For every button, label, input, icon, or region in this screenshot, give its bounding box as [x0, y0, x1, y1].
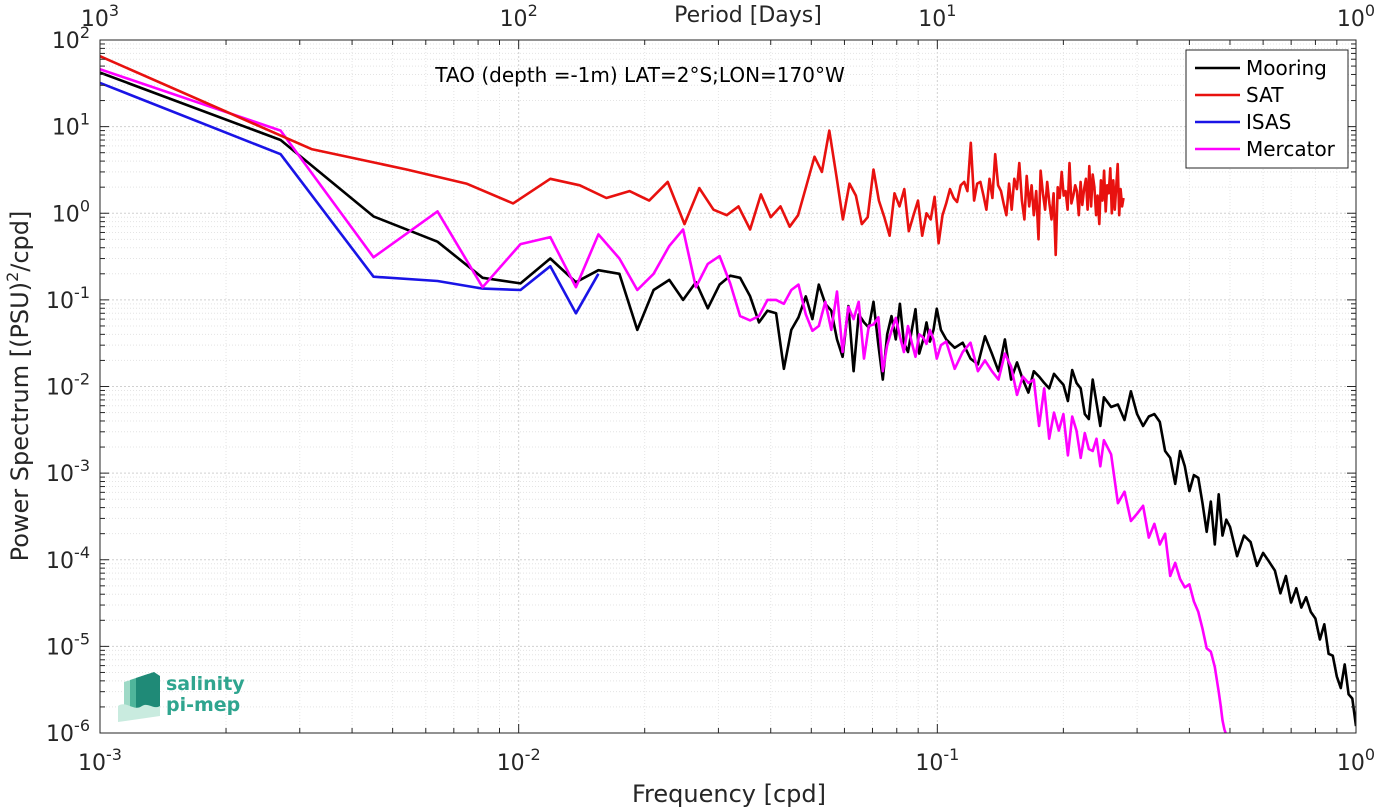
logo-text: salinity pi-mep [166, 674, 245, 716]
legend-label-mercator: Mercator [1246, 137, 1336, 161]
series-line-mooring [100, 71, 1356, 727]
y-axis-label: Power Spectrum [(PSU)2/cpd] [3, 211, 34, 562]
x-tick-label: 10-1 [915, 745, 959, 776]
y-tick-label: 100 [52, 196, 90, 227]
y-axis-label-main: Power Spectrum [(PSU) [6, 282, 34, 561]
y-tick-label: 10-1 [46, 283, 90, 314]
legend-label-mooring: Mooring [1246, 56, 1327, 80]
legend-label-sat: SAT [1246, 83, 1284, 107]
grid [99, 40, 1356, 734]
top-tick-label: 103 [81, 1, 119, 32]
logo-line-1: salinity [166, 673, 245, 695]
y-tick-label: 102 [52, 23, 90, 54]
series-line-sat [100, 55, 1125, 257]
y-tick-label: 10-3 [46, 456, 90, 487]
top-tick-label: 100 [1337, 1, 1375, 32]
salinity-pi-mep-logo: salinity pi-mep [116, 672, 256, 724]
legend: Mooring SAT ISAS Mercator [1185, 49, 1349, 169]
y-tick-label: 101 [52, 110, 90, 141]
top-axis-label: Period [Days] [674, 3, 822, 28]
top-tick-label: 102 [500, 1, 538, 32]
ticks [99, 39, 1357, 734]
x-tick-label: 10-2 [497, 745, 541, 776]
top-tick-label: 101 [918, 1, 956, 32]
y-tick-label: 10-4 [46, 543, 90, 574]
y-axis-label-tail: /cpd] [6, 211, 34, 272]
series-line-isas [100, 81, 600, 315]
series-layer [100, 55, 1356, 733]
series-line-mercator [100, 67, 1228, 733]
x-tick-label: 100 [1337, 745, 1375, 776]
y-axis-label-sup: 2 [3, 272, 22, 282]
legend-label-isas: ISAS [1246, 110, 1291, 134]
y-tick-label: 10-6 [46, 716, 90, 747]
chart-title: TAO (depth =-1m) LAT=2°S;LON=170°W [434, 63, 845, 87]
x-axis-label: Frequency [cpd] [632, 780, 826, 808]
logo-line-2: pi-mep [166, 694, 241, 716]
x-tick-label: 10-3 [78, 745, 122, 776]
y-tick-label: 10-2 [46, 370, 90, 401]
y-tick-label: 10-5 [46, 629, 90, 660]
logo-waves-icon [118, 672, 160, 722]
